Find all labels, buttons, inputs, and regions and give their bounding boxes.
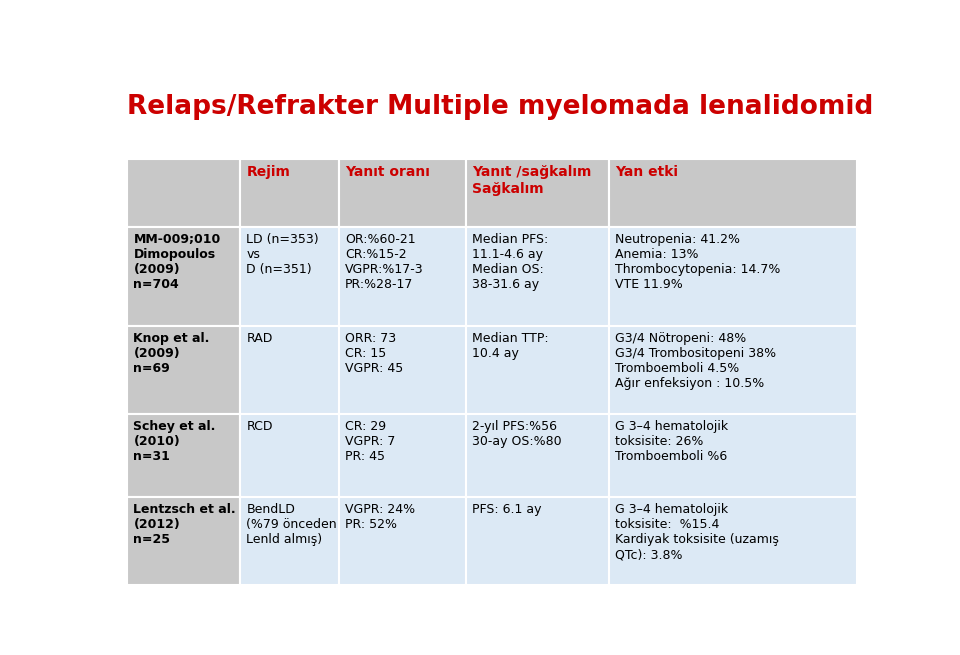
Text: Relaps/Refrakter Multiple myelomada lenalidomid: Relaps/Refrakter Multiple myelomada lena… <box>128 94 874 120</box>
Bar <box>609 414 856 497</box>
Text: Yan etki: Yan etki <box>614 165 678 179</box>
Text: Median TTP:
10.4 ay: Median TTP: 10.4 ay <box>472 332 549 360</box>
Bar <box>467 159 609 227</box>
Text: Lentzsch et al.
(2012)
n=25: Lentzsch et al. (2012) n=25 <box>133 503 236 546</box>
Text: Knop et al.
(2009)
n=69: Knop et al. (2009) n=69 <box>133 332 210 375</box>
Text: G3/4 Nötropeni: 48%
G3/4 Trombositopeni 38%
Tromboemboli 4.5%
Ağır enfeksiyon : : G3/4 Nötropeni: 48% G3/4 Trombositopeni … <box>614 332 776 390</box>
Bar <box>339 326 467 414</box>
Bar <box>339 227 467 326</box>
Bar <box>240 414 339 497</box>
Bar <box>609 159 856 227</box>
Bar <box>467 414 609 497</box>
Text: Neutropenia: 41.2%
Anemia: 13%
Thrombocytopenia: 14.7%
VTE 11.9%: Neutropenia: 41.2% Anemia: 13% Thrombocy… <box>614 233 780 291</box>
Bar <box>240 227 339 326</box>
Text: ORR: 73
CR: 15
VGPR: 45: ORR: 73 CR: 15 VGPR: 45 <box>345 332 403 375</box>
Text: CR: 29
VGPR: 7
PR: 45: CR: 29 VGPR: 7 PR: 45 <box>345 420 396 463</box>
Text: G 3–4 hematolojik
toksisite: 26%
Tromboemboli %6: G 3–4 hematolojik toksisite: 26% Tromboe… <box>614 420 728 463</box>
Bar <box>467 326 609 414</box>
Text: LD (n=353)
vs
D (n=351): LD (n=353) vs D (n=351) <box>247 233 319 276</box>
Text: Rejim: Rejim <box>247 165 290 179</box>
Text: VGPR: 24%
PR: 52%: VGPR: 24% PR: 52% <box>345 503 415 531</box>
Text: RCD: RCD <box>247 420 273 433</box>
Bar <box>128 414 240 497</box>
Bar <box>128 159 240 227</box>
Text: 2-yıl PFS:%56
30-ay OS:%80: 2-yıl PFS:%56 30-ay OS:%80 <box>472 420 562 448</box>
Text: MM-009;010
Dimopoulos
(2009)
n=704: MM-009;010 Dimopoulos (2009) n=704 <box>133 233 221 291</box>
Text: RAD: RAD <box>247 332 273 345</box>
Text: OR:%60-21
CR:%15-2
VGPR:%17-3
PR:%28-17: OR:%60-21 CR:%15-2 VGPR:%17-3 PR:%28-17 <box>345 233 423 291</box>
Bar <box>128 497 240 586</box>
Bar <box>467 497 609 586</box>
Bar <box>609 227 856 326</box>
Text: Yanıt /sağkalım
Sağkalım: Yanıt /sağkalım Sağkalım <box>472 165 591 196</box>
Bar <box>609 326 856 414</box>
Bar <box>609 497 856 586</box>
Text: PFS: 6.1 ay: PFS: 6.1 ay <box>472 503 542 516</box>
Bar <box>240 159 339 227</box>
Bar <box>128 326 240 414</box>
Bar <box>240 497 339 586</box>
Bar <box>339 497 467 586</box>
Bar <box>339 414 467 497</box>
Bar <box>339 159 467 227</box>
Bar <box>128 227 240 326</box>
Text: Schey et al.
(2010)
n=31: Schey et al. (2010) n=31 <box>133 420 216 463</box>
Bar <box>240 326 339 414</box>
Text: Median PFS:
11.1-4.6 ay
Median OS:
38-31.6 ay: Median PFS: 11.1-4.6 ay Median OS: 38-31… <box>472 233 549 291</box>
Bar <box>467 227 609 326</box>
Text: Yanıt oranı: Yanıt oranı <box>345 165 430 179</box>
Text: G 3–4 hematolojik
toksisite:  %15.4
Kardiyak toksisite (uzamış
QTc): 3.8%: G 3–4 hematolojik toksisite: %15.4 Kardi… <box>614 503 779 561</box>
Text: BendLD
(%79 önceden
Lenld almış): BendLD (%79 önceden Lenld almış) <box>247 503 337 546</box>
